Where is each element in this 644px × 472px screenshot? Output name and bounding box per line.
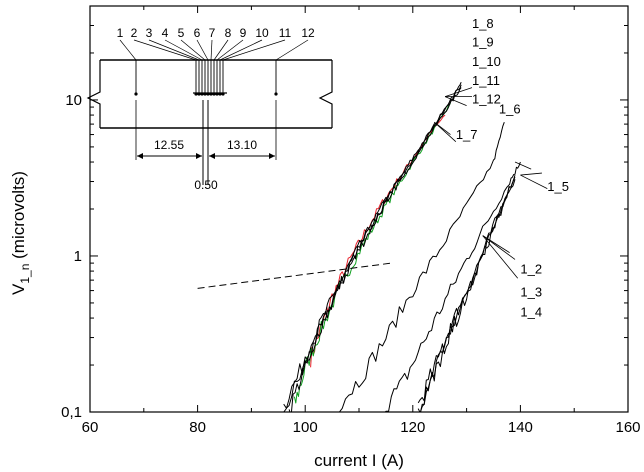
- tap-label-5: 5: [178, 26, 185, 40]
- x-tick-label: 160: [615, 419, 640, 436]
- label-pointer: [434, 121, 457, 142]
- tap-leader: [164, 39, 203, 61]
- label-pointer: [444, 87, 473, 98]
- break-left: [86, 60, 101, 128]
- dim-13-10: 13.10: [227, 138, 257, 152]
- series-6-black: [332, 122, 505, 412]
- y-axis-symbol: V: [9, 283, 28, 295]
- tap-point: [209, 92, 213, 96]
- tap-leader: [148, 39, 200, 61]
- y-tick-label: 0,1: [61, 404, 82, 421]
- y-tick-label: 10: [65, 92, 82, 109]
- y-axis-label: V1_n (microvolts): [9, 171, 32, 295]
- annotations: 1_8 1_9 1_10 1_11 1_12 1_7 1_6 1_5 1_2 1_3 1_4: [434, 16, 569, 319]
- tap-label-11: 11: [279, 26, 292, 40]
- tap-label-10: 10: [255, 26, 269, 40]
- dim-arrow-right-head: [269, 153, 275, 159]
- label-1-12: 1_12: [472, 91, 501, 106]
- label-1-8: 1_8: [472, 16, 494, 31]
- tap-label-4: 4: [162, 26, 169, 40]
- tap-leader: [133, 39, 197, 61]
- series-2-green: [293, 103, 451, 404]
- x-axis-label: current I (A): [314, 451, 404, 470]
- svg-text:V1_n (microvolts): V1_n (microvolts): [9, 171, 32, 295]
- dim-0-50: 0.50: [194, 178, 218, 192]
- threshold-dashed-line: [197, 262, 392, 289]
- y-tick-label: 1: [74, 248, 82, 265]
- dim-arrow-left-head: [196, 153, 202, 159]
- tap-point: [197, 92, 201, 96]
- label-1-10: 1_10: [472, 54, 501, 69]
- tap-label-9: 9: [240, 26, 247, 40]
- series-1-red: [310, 114, 446, 368]
- dim-12-55: 12.55: [154, 138, 184, 152]
- y-axis-subscript: 1_n: [18, 264, 32, 284]
- label-pointer: [482, 235, 510, 254]
- tap-point: [215, 92, 219, 96]
- label-pointer: [520, 172, 542, 176]
- tap-label-1: 1: [117, 26, 124, 40]
- series-10-black: [417, 176, 516, 412]
- label-pointer: [520, 174, 548, 190]
- x-tick-label: 100: [293, 419, 318, 436]
- tap-leader: [180, 39, 206, 61]
- tap-point: [212, 92, 216, 96]
- tap-leader: [216, 39, 244, 61]
- tap-leader: [119, 39, 137, 61]
- x-tick-label: 80: [189, 419, 206, 436]
- tap-point: [194, 92, 198, 96]
- tap-label-6: 6: [194, 26, 201, 40]
- x-tick-label: 60: [82, 419, 99, 436]
- tap-point: [274, 92, 278, 96]
- plot-area: [197, 81, 521, 412]
- tap-leader: [275, 39, 309, 61]
- series-5-black: [288, 81, 462, 412]
- x-tick-label: 140: [508, 419, 533, 436]
- tap-label-12: 12: [301, 26, 315, 40]
- label-1-5: 1_5: [547, 179, 569, 194]
- tap-leader: [219, 39, 263, 61]
- tap-label-3: 3: [146, 26, 153, 40]
- tap-point: [206, 92, 210, 96]
- label-pointer: [514, 161, 532, 170]
- x-tick-label: 120: [400, 419, 425, 436]
- tap-point: [218, 92, 222, 96]
- tap-leader: [222, 39, 286, 61]
- label-pointer: [444, 96, 467, 106]
- plot-frame: [89, 5, 629, 413]
- label-1-11: 1_11: [472, 73, 500, 88]
- dim-arrow-left-head: [137, 153, 143, 159]
- label-1-4: 1_4: [520, 304, 542, 319]
- tap-point: [203, 92, 207, 96]
- tap-leader: [196, 39, 209, 61]
- break-right: [318, 60, 333, 128]
- y-axis-unit: (microvolts): [9, 171, 28, 259]
- label-1-6: 1_6: [499, 101, 521, 116]
- tap-label-2: 2: [131, 26, 138, 40]
- label-1-3: 1_3: [520, 284, 542, 299]
- label-pointer: [482, 235, 516, 260]
- label-1-2: 1_2: [520, 262, 542, 277]
- tap-leader: [210, 39, 213, 61]
- series-9-black: [417, 174, 516, 404]
- label-1-9: 1_9: [472, 35, 494, 50]
- label-1-7: 1_7: [456, 127, 478, 142]
- axes: 60 80 100 120 140 160 0,1 1 10: [61, 5, 641, 436]
- label-pointer: [482, 235, 519, 279]
- tap-point: [200, 92, 204, 96]
- tap-point: [134, 92, 138, 96]
- tap-label-7: 7: [209, 26, 216, 40]
- tap-label-8: 8: [225, 26, 232, 40]
- series-7-black: [384, 161, 521, 412]
- tap-leader: [213, 39, 229, 61]
- dim-arrow-right-head: [209, 153, 215, 159]
- tap-point: [221, 92, 225, 96]
